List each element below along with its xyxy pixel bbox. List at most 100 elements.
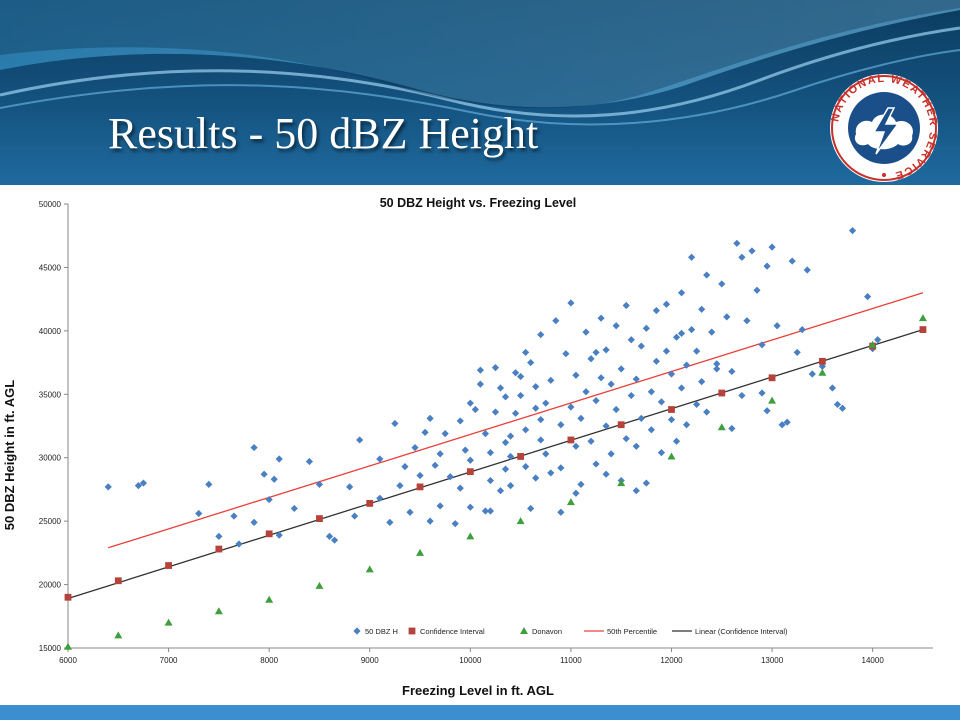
scatter-point-50dbz <box>642 479 650 487</box>
national-weather-service-logo: NATIONAL WEATHER SERVICE <box>829 73 938 182</box>
scatter-point-50dbz <box>376 494 384 502</box>
confidence-interval-point <box>416 483 424 491</box>
confidence-interval-point <box>316 515 323 523</box>
confidence-interval-point <box>265 530 273 538</box>
scatter-point-50dbz <box>501 465 510 473</box>
scatter-point-50dbz <box>325 532 334 540</box>
legend-symbol-50dbz <box>353 627 361 635</box>
scatter-point-50dbz <box>451 520 459 528</box>
scatter-point-50dbz <box>572 371 580 379</box>
scatter-point-50dbz <box>718 280 726 288</box>
scatter-point-50dbz <box>290 504 298 513</box>
y-tick-label: 25000 <box>39 517 62 526</box>
scatter-point-50dbz <box>743 317 751 325</box>
confidence-interval-point <box>64 593 72 601</box>
scatter-point-50dbz <box>763 407 771 415</box>
scatter-point-50dbz <box>612 322 620 330</box>
scatter-point-50dbz <box>592 348 600 357</box>
scatter-point-50dbz <box>104 483 112 491</box>
scatter-point-50dbz <box>612 405 620 414</box>
scatter-point-50dbz <box>567 403 575 411</box>
header-banner <box>0 0 960 185</box>
scatter-point-50dbz <box>386 518 394 527</box>
scatter-point-50dbz <box>637 414 645 422</box>
header-wave-dark <box>0 0 960 109</box>
x-tick-label: 8000 <box>260 656 278 665</box>
scatter-point-50dbz <box>627 391 635 400</box>
scatter-point-50dbz <box>436 450 444 458</box>
scatter-point-50dbz <box>205 480 213 488</box>
scatter-point-50dbz <box>803 266 811 274</box>
scatter-point-50dbz <box>511 369 520 377</box>
confidence-interval-point <box>215 545 223 553</box>
scatter-point-50dbz <box>607 450 615 458</box>
legend-symbol-confidence <box>408 627 416 635</box>
scatter-chart: 50 DBZ Height vs. Freezing Level Freezin… <box>2 196 933 698</box>
scatter-point-50dbz <box>506 432 515 440</box>
donavon-point <box>214 607 223 615</box>
donavon-point <box>365 565 374 573</box>
scatter-point-50dbz <box>486 476 495 485</box>
scatter-point-50dbz <box>426 517 434 525</box>
scatter-point-50dbz <box>677 384 686 392</box>
footer-bar <box>0 705 960 720</box>
scatter-point-50dbz <box>501 393 510 401</box>
x-tick-label: 14000 <box>862 656 885 665</box>
scatter-point-50dbz <box>547 469 555 477</box>
header-wave-line-2 <box>0 49 960 126</box>
scatter-point-50dbz <box>582 328 590 336</box>
scatter-point-50dbz <box>592 397 600 405</box>
scatter-point-50dbz <box>441 430 449 438</box>
y-tick-label: 30000 <box>39 454 62 463</box>
confidence-interval-point <box>818 357 826 365</box>
x-tick-label: 7000 <box>160 656 178 665</box>
donavon-point <box>868 340 877 348</box>
y-tick-label: 50000 <box>39 200 62 209</box>
scatter-point-50dbz <box>773 322 781 330</box>
scatter-point-50dbz <box>788 257 796 265</box>
donavon-point <box>717 423 726 431</box>
scatter-point-50dbz <box>557 464 565 472</box>
scatter-point-50dbz <box>768 243 776 251</box>
y-tick-label: 40000 <box>39 327 62 336</box>
scatter-point-50dbz <box>662 300 671 308</box>
x-tick-label: 10000 <box>459 656 482 665</box>
scatter-point-50dbz <box>461 446 469 454</box>
scatter-point-50dbz <box>753 286 761 294</box>
chart-title: 50 DBZ Height vs. Freezing Level <box>380 196 577 210</box>
donavon-point <box>818 368 827 376</box>
donavon-point <box>617 479 626 487</box>
scatter-point-50dbz <box>527 358 535 367</box>
scatter-point-50dbz <box>466 399 474 407</box>
scatter-point-50dbz <box>677 289 686 297</box>
trend-lines <box>67 292 924 600</box>
scatter-point-50dbz <box>793 348 801 357</box>
scatter-point-50dbz <box>874 336 882 344</box>
confidence-interval-point <box>466 468 474 476</box>
scatter-point-50dbz <box>215 532 223 540</box>
legend-label: Confidence Interval <box>420 627 485 636</box>
scatter-point-50dbz <box>708 328 716 336</box>
scatter-point-50dbz <box>567 299 575 307</box>
x-tick-label: 11000 <box>560 656 582 665</box>
scatter-point-50dbz <box>607 380 615 388</box>
scatter-point-50dbz <box>677 329 686 337</box>
scatter-point-50dbz <box>728 367 736 376</box>
scatter-point-50dbz <box>235 540 243 548</box>
scatter-point-50dbz <box>426 414 434 422</box>
scatter-point-50dbz <box>848 227 857 235</box>
scatter-point-50dbz <box>582 388 590 396</box>
scatter-point-50dbz <box>572 442 580 450</box>
scatter-point-50dbz <box>778 421 786 429</box>
scatter-point-50dbz <box>506 482 515 490</box>
scatter-point-50dbz <box>728 424 736 433</box>
scatter-point-50dbz <box>652 306 661 315</box>
scatter-point-50dbz <box>723 313 731 321</box>
scatter-point-50dbz <box>693 347 701 355</box>
scatter-point-50dbz <box>572 489 580 497</box>
x-tick-label: 12000 <box>660 656 683 665</box>
scatter-point-50dbz <box>547 376 555 384</box>
scatter-point-50dbz <box>476 366 484 374</box>
scatter-point-50dbz <box>833 400 842 409</box>
donavon-point <box>768 396 777 404</box>
